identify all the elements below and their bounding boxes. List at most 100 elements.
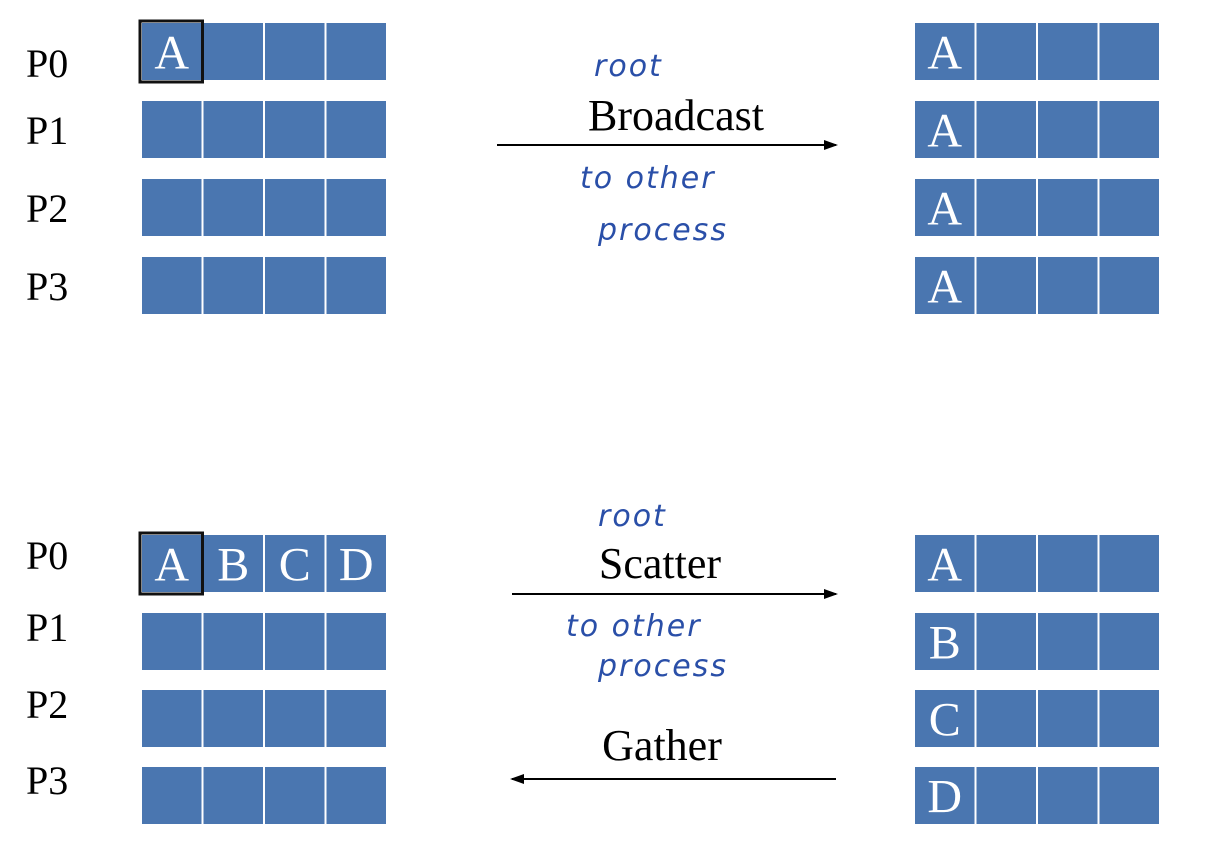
- broadcast-before-grid: A: [138, 19, 388, 316]
- scatter-after-cell-label-r2-c0: C: [929, 694, 961, 747]
- scatter-note-root: root: [598, 499, 667, 534]
- broadcast-row-label-p2: P2: [26, 186, 68, 231]
- broadcast-note-root: root: [594, 49, 663, 84]
- broadcast-before-cell-r1-c0: [140, 99, 204, 160]
- broadcast-before-cell-r0-c3: [324, 21, 388, 82]
- scatter-row-label-p2: P2: [26, 682, 68, 727]
- scatter-before-cell-r2-c3: [324, 688, 388, 749]
- scatter-after-cell-r3-c2: [1036, 765, 1100, 826]
- scatter-after-cell-r1-c1: [974, 611, 1038, 672]
- broadcast-operation: root Broadcast to other process: [497, 49, 838, 248]
- scatter-after-cell-r0-c3: [1097, 533, 1161, 594]
- broadcast-after-cell-label-r3-c0: A: [927, 261, 962, 314]
- gather-label: Gather: [602, 721, 722, 770]
- scatter-after-cell-label-r1-c0: B: [929, 617, 961, 670]
- scatter-after-cell-r3-c1: [974, 765, 1038, 826]
- scatter-note-to-other: to other: [566, 609, 702, 644]
- broadcast-before-cell-r1-c3: [324, 99, 388, 160]
- scatter-after-cell-r0-c2: [1036, 533, 1100, 594]
- gather-operation: Gather: [510, 721, 836, 784]
- broadcast-before-cell-r0-c1: [201, 21, 265, 82]
- broadcast-after-cell-r1-c2: [1036, 99, 1100, 160]
- broadcast-before-root-highlight: [138, 19, 204, 84]
- broadcast-after-cell-r0-c2: [1036, 21, 1100, 82]
- scatter-before-cell-r0-c3: [324, 533, 388, 594]
- broadcast-before-cell-r2-c2: [263, 177, 327, 238]
- broadcast-after-cell-r3-c0: [913, 255, 977, 316]
- scatter-after-cell-r1-c2: [1036, 611, 1100, 672]
- scatter-before-cell-r3-c2: [263, 765, 327, 826]
- broadcast-before-cell-r2-c0: [140, 177, 204, 238]
- scatter-after-cell-r1-c3: [1097, 611, 1161, 672]
- scatter-after-cell-r0-c0: [913, 533, 977, 594]
- broadcast-before-cell-r1-c2: [263, 99, 327, 160]
- broadcast-after-cell-r2-c2: [1036, 177, 1100, 238]
- scatter-row-label-p3: P3: [26, 758, 68, 803]
- broadcast-note-process: process: [597, 213, 728, 248]
- broadcast-after-cell-r1-c3: [1097, 99, 1161, 160]
- scatter-before-cell-r0-c2: [263, 533, 327, 594]
- broadcast-before-cell-r0-c2: [263, 21, 327, 82]
- scatter-before-cell-r1-c1: [201, 611, 265, 672]
- broadcast-after-cell-label-r1-c0: A: [927, 105, 962, 158]
- broadcast-after-cell-r0-c3: [1097, 21, 1161, 82]
- broadcast-row-labels: P0 P1 P2 P3: [26, 41, 68, 309]
- scatter-before-cell-r3-c1: [201, 765, 265, 826]
- broadcast-after-cell-r3-c2: [1036, 255, 1100, 316]
- broadcast-before-cell-r1-c1: [201, 99, 265, 160]
- scatter-after-cell-r2-c3: [1097, 688, 1161, 749]
- broadcast-after-cell-label-r0-c0: A: [927, 27, 962, 80]
- scatter-before-cell-r3-c3: [324, 765, 388, 826]
- broadcast-before-cell-r2-c1: [201, 177, 265, 238]
- scatter-after-cell-r2-c0: [913, 688, 977, 749]
- scatter-before-cell-label-r0-c3: D: [339, 539, 374, 592]
- scatter-before-cell-r0-c0: [140, 533, 204, 594]
- scatter-before-root-highlight: [138, 531, 204, 596]
- scatter-before-cell-r2-c0: [140, 688, 204, 749]
- broadcast-after-cell-r1-c1: [974, 99, 1038, 160]
- scatter-after-cell-r3-c0: [913, 765, 977, 826]
- scatter-row-label-p1: P1: [26, 605, 68, 650]
- broadcast-after-cell-r2-c1: [974, 177, 1038, 238]
- broadcast-before-cell-r3-c0: [140, 255, 204, 316]
- scatter-before-cell-r3-c0: [140, 765, 204, 826]
- scatter-operation: root Scatter to other process: [512, 499, 838, 684]
- broadcast-label: Broadcast: [588, 91, 764, 140]
- broadcast-after-cell-r3-c1: [974, 255, 1038, 316]
- scatter-after-cell-r0-c1: [974, 533, 1038, 594]
- broadcast-after-cell-r2-c3: [1097, 177, 1161, 238]
- scatter-before-cell-label-r0-c0: A: [154, 539, 189, 592]
- scatter-before-cell-r1-c2: [263, 611, 327, 672]
- scatter-before-cell-label-r0-c1: B: [217, 539, 249, 592]
- broadcast-before-cell-r3-c1: [201, 255, 265, 316]
- scatter-row-label-p0: P0: [26, 533, 68, 578]
- scatter-after-cell-r2-c1: [974, 688, 1038, 749]
- broadcast-row-label-p0: P0: [26, 41, 68, 86]
- broadcast-after-cell-label-r2-c0: A: [927, 183, 962, 236]
- scatter-note-process: process: [597, 649, 728, 684]
- broadcast-note-to-other: to other: [580, 161, 716, 196]
- scatter-row-labels: P0 P1 P2 P3: [26, 533, 68, 803]
- broadcast-after-cell-r3-c3: [1097, 255, 1161, 316]
- scatter-before-cell-r0-c1: [201, 533, 265, 594]
- broadcast-before-cell-r3-c2: [263, 255, 327, 316]
- scatter-after-cell-r3-c3: [1097, 765, 1161, 826]
- scatter-before-cell-label-r0-c2: C: [279, 539, 311, 592]
- scatter-after-cell-label-r3-c0: D: [927, 771, 962, 824]
- broadcast-before-cell-r2-c3: [324, 177, 388, 238]
- scatter-label: Scatter: [599, 539, 722, 588]
- scatter-before-cell-r2-c2: [263, 688, 327, 749]
- broadcast-after-cell-r2-c0: [913, 177, 977, 238]
- scatter-after-cell-r2-c2: [1036, 688, 1100, 749]
- broadcast-after-cell-r0-c0: [913, 21, 977, 82]
- broadcast-after-cell-r0-c1: [974, 21, 1038, 82]
- broadcast-before-cell-label-r0-c0: A: [154, 27, 189, 80]
- broadcast-row-label-p3: P3: [26, 264, 68, 309]
- scatter-before-cell-r1-c0: [140, 611, 204, 672]
- scatter-before-cell-r1-c3: [324, 611, 388, 672]
